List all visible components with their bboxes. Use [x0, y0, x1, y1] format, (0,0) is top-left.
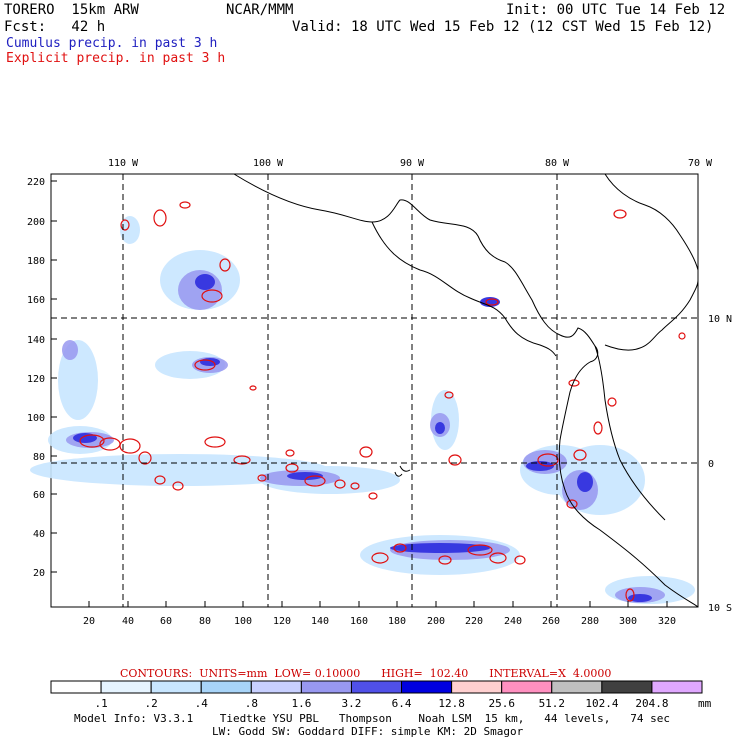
- x-tick-label: 100: [234, 616, 252, 627]
- colorbar-tick-label: 51.2: [538, 697, 566, 710]
- y-tick-label: 180: [27, 256, 45, 267]
- x-tick-label: 60: [160, 616, 172, 627]
- colorbar-tick-label: 1.6: [291, 697, 312, 710]
- x-tick-label: 280: [581, 616, 599, 627]
- colorbar-swatch: [250, 680, 302, 694]
- y-tick-label: 140: [27, 335, 45, 346]
- colorbar-tick-label: 6.4: [391, 697, 412, 710]
- x-tick-label: 120: [273, 616, 291, 627]
- colorbar-tick-label: .8: [244, 697, 258, 710]
- y-tick-label: 20: [33, 568, 45, 579]
- colorbar-swatch: [50, 680, 102, 694]
- colorbar-tick-label: .4: [194, 697, 208, 710]
- x-tick-label: 300: [619, 616, 637, 627]
- model-info: Model Info: V3.3.1 Tiedtke YSU PBL Thomp…: [74, 712, 671, 725]
- latitude-labels: 10 N 0 10 S: [708, 314, 732, 614]
- y-tick-label: 160: [27, 295, 45, 306]
- colorbar-tick-label: 204.8: [635, 697, 669, 710]
- y-axis-ticks: [51, 180, 57, 573]
- lon-label: 100 W: [253, 158, 284, 169]
- colorbar-tick-label: .1: [94, 697, 108, 710]
- y-tick-label: 120: [27, 374, 45, 385]
- colorbar-swatch: [100, 680, 152, 694]
- x-axis-labels: 20 40 60 80 100 120 140 160 180 200 220 …: [83, 616, 676, 627]
- valid-time: Valid: 18 UTC Wed 15 Feb 12 (12 CST Wed …: [292, 19, 714, 35]
- x-tick-label: 140: [311, 616, 329, 627]
- lat-label: 0: [708, 459, 714, 470]
- lon-label: 90 W: [400, 158, 425, 169]
- y-tick-label: 80: [33, 452, 45, 463]
- colorbar-swatch: [501, 680, 553, 694]
- explicit-precip-contours: [79, 201, 686, 602]
- colorbar-swatch: [451, 680, 503, 694]
- colorbar-swatch: [401, 680, 453, 694]
- colorbar-tick-label: 25.6: [488, 697, 515, 710]
- y-tick-label: 60: [33, 490, 45, 501]
- explicit-legend: Explicit precip. in past 3 h: [6, 51, 226, 66]
- colorbar-tick-label: 12.8: [438, 697, 465, 710]
- y-tick-label: 100: [27, 413, 45, 424]
- x-tick-label: 20: [83, 616, 95, 627]
- model-physics: LW: Godd SW: Goddard DIFF: simple KM: 2D…: [212, 725, 524, 738]
- lon-label: 110 W: [108, 158, 139, 169]
- x-tick-label: 80: [199, 616, 211, 627]
- colorbar-swatch: [300, 680, 352, 694]
- contour-info: CONTOURS: UNITS=mm LOW= 0.10000 HIGH= 10…: [120, 667, 612, 680]
- x-tick-label: 240: [504, 616, 522, 627]
- y-tick-label: 40: [33, 529, 45, 540]
- organization: NCAR/MMM: [226, 2, 294, 18]
- colorbar: [50, 680, 703, 694]
- x-tick-label: 180: [388, 616, 406, 627]
- x-tick-label: 320: [658, 616, 676, 627]
- cumulus-precip-shading: [30, 216, 695, 604]
- model-name: TORERO 15km ARW: [4, 2, 139, 18]
- y-tick-label: 220: [27, 177, 45, 188]
- x-tick-label: 160: [350, 616, 368, 627]
- x-tick-label: 260: [542, 616, 560, 627]
- longitude-labels: 110 W 100 W 90 W 80 W 70 W: [108, 158, 713, 169]
- colorbar-tick-label: 3.2: [341, 697, 362, 710]
- colorbar-swatch: [350, 680, 403, 694]
- lat-label: 10 N: [708, 314, 732, 325]
- init-time: Init: 00 UTC Tue 14 Feb 12: [506, 2, 726, 18]
- colorbar-swatch: [150, 680, 202, 694]
- cumulus-legend: Cumulus precip. in past 3 h: [6, 36, 218, 51]
- plot-frame: [50, 173, 699, 608]
- x-axis-ticks: [88, 601, 668, 607]
- lon-label: 70 W: [688, 158, 713, 169]
- x-tick-label: 220: [465, 616, 483, 627]
- x-tick-label: 40: [122, 616, 134, 627]
- lat-label: 10 S: [708, 603, 732, 614]
- colorbar-tick-label: .2: [144, 697, 158, 710]
- colorbar-swatch: [651, 680, 703, 694]
- x-tick-label: 200: [427, 616, 445, 627]
- colorbar-swatch: [200, 680, 252, 694]
- colorbar-swatch: [601, 680, 653, 694]
- forecast-hour: Fcst: 42 h: [4, 19, 106, 35]
- y-axis-labels: 220 200 180 160 140 120 100 80 60 40 20: [27, 177, 45, 579]
- coastlines: [233, 173, 699, 608]
- latlon-grid: [51, 174, 698, 607]
- y-tick-label: 200: [27, 217, 45, 228]
- colorbar-tick-label: 102.4: [585, 697, 619, 710]
- lon-label: 80 W: [545, 158, 570, 169]
- colorbar-unit: mm: [698, 697, 712, 710]
- colorbar-swatch: [551, 680, 603, 694]
